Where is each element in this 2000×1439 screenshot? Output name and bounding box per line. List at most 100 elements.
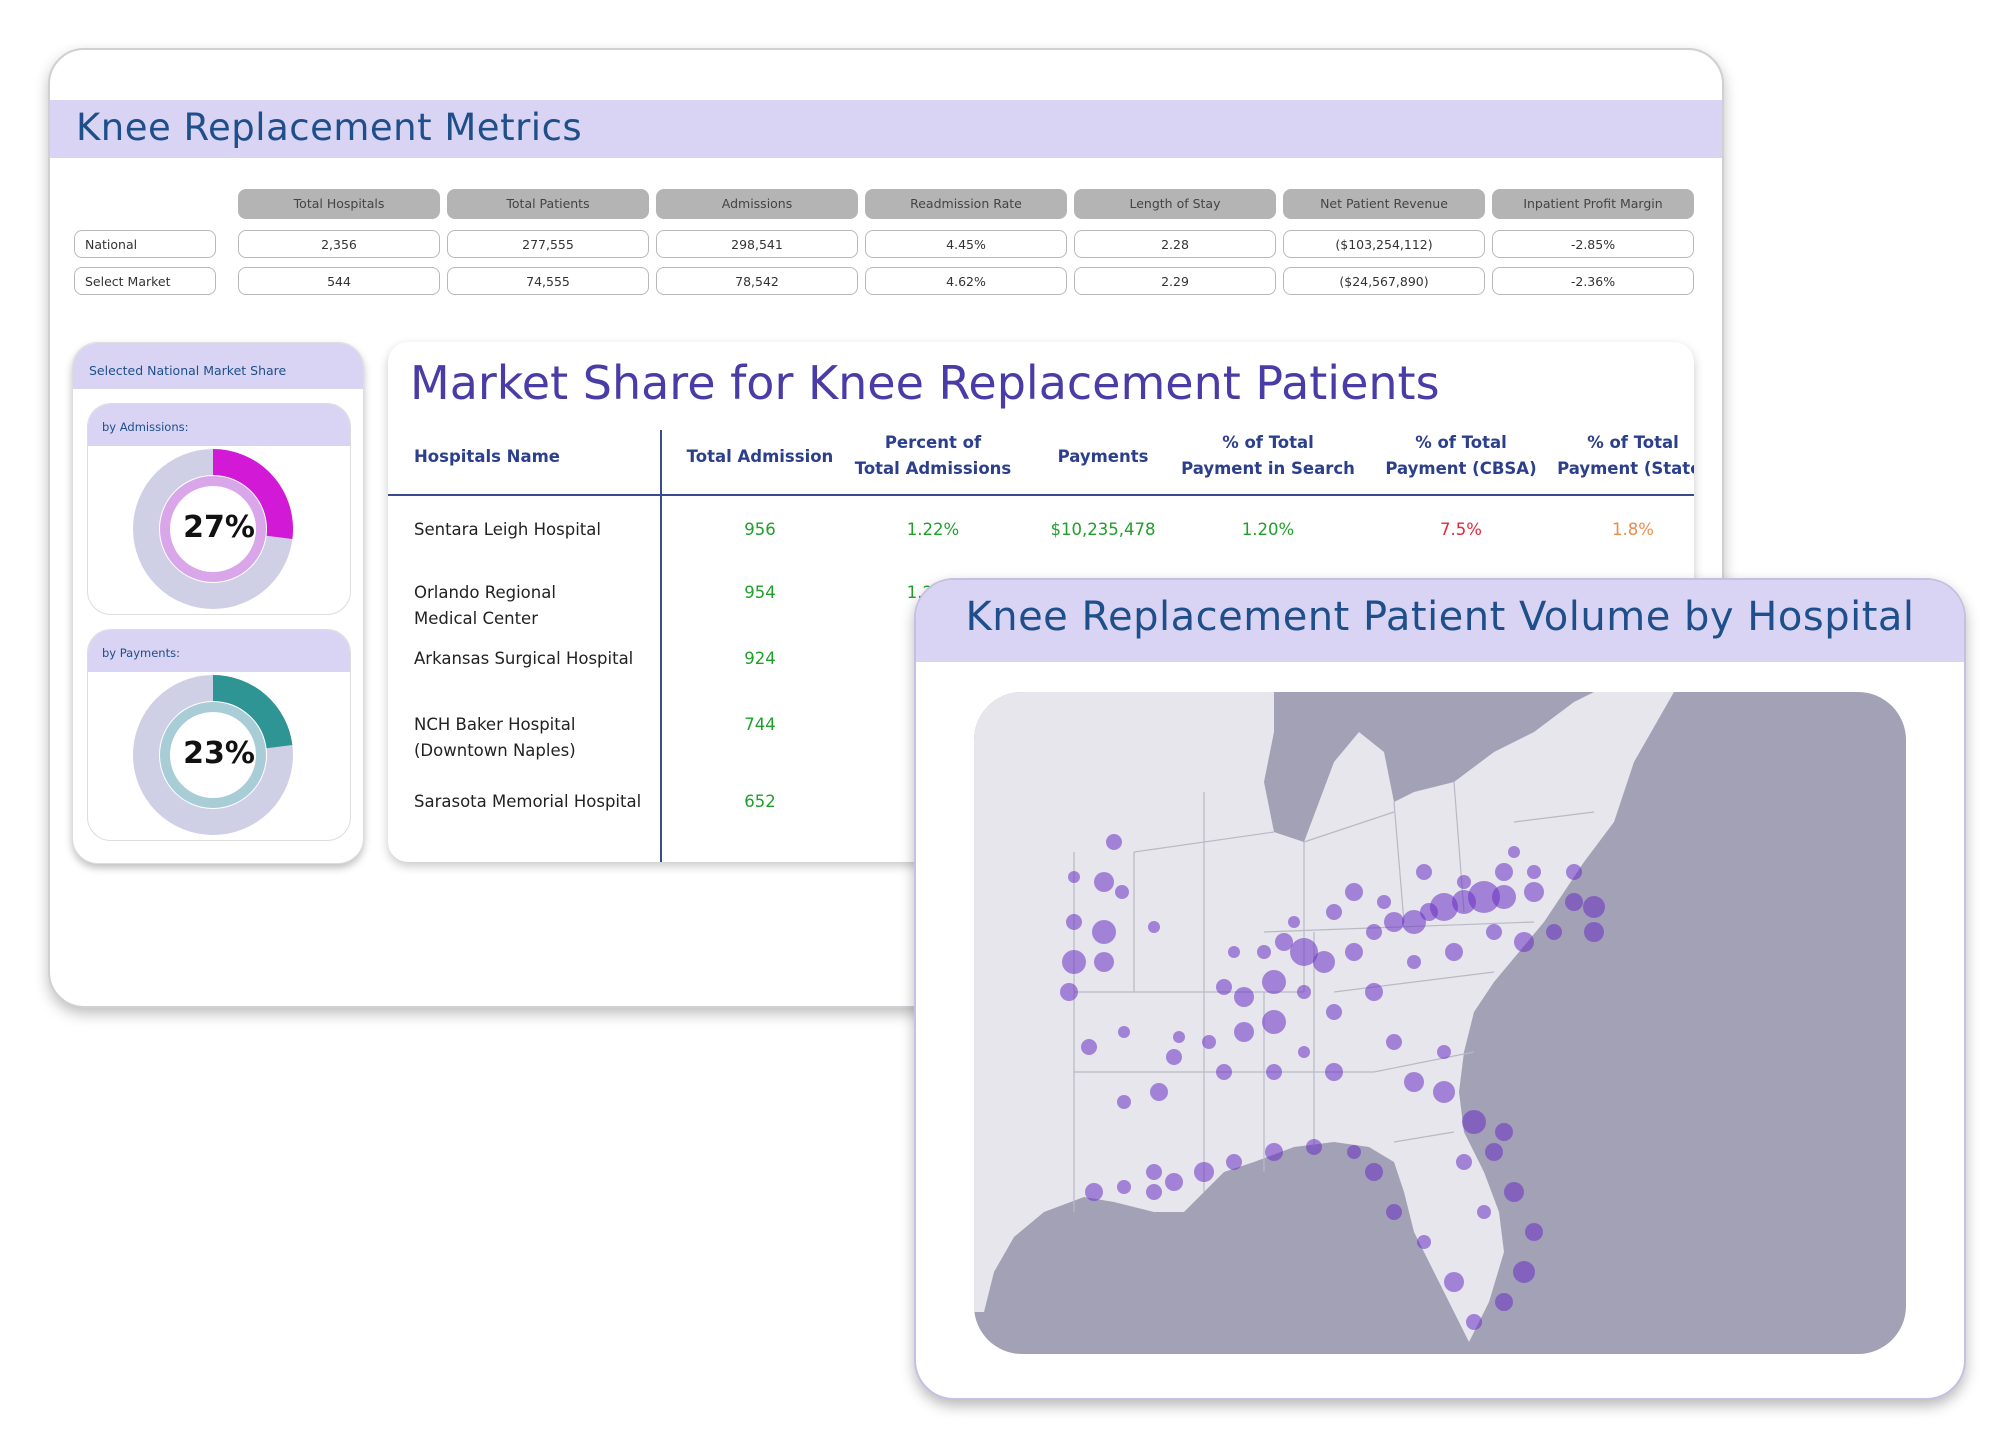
metric-header-inpatient-profit-margin: Inpatient Profit Margin [1492, 189, 1694, 219]
hospital-bubble[interactable] [1386, 1034, 1402, 1050]
hospital-bubble[interactable] [1456, 1154, 1472, 1170]
hospital-bubble[interactable] [1297, 985, 1311, 999]
hospital-bubble[interactable] [1234, 987, 1254, 1007]
hospital-bubble[interactable] [1433, 1081, 1455, 1103]
hospital-bubble[interactable] [1313, 951, 1335, 973]
hospital-bubble[interactable] [1173, 1031, 1185, 1043]
hospital-bubble[interactable] [1165, 1173, 1183, 1191]
hospital-bubble[interactable] [1085, 1183, 1103, 1201]
hospital-bubble[interactable] [1166, 1049, 1182, 1065]
column-header-pct-payment-search[interactable]: % of Total Payment in Search [1168, 430, 1368, 482]
hospital-bubble[interactable] [1117, 1095, 1131, 1109]
hospital-bubble[interactable] [1565, 893, 1583, 911]
hospital-bubble[interactable] [1202, 1035, 1216, 1049]
hospital-bubble[interactable] [1430, 893, 1458, 921]
hospital-bubble[interactable] [1527, 865, 1541, 879]
hospital-bubble[interactable] [1524, 882, 1544, 902]
hospital-bubble[interactable] [1525, 1223, 1543, 1241]
hospital-bubble[interactable] [1504, 1182, 1524, 1202]
hospital-bubble[interactable] [1445, 943, 1463, 961]
column-header-pct-payment-state[interactable]: % of Total Payment (State) [1538, 430, 1694, 482]
hospital-bubble[interactable] [1365, 983, 1383, 1001]
hospital-bubble[interactable] [1148, 921, 1160, 933]
column-header-hospital-name[interactable]: Hospitals Name [414, 444, 654, 470]
hospital-bubble[interactable] [1262, 970, 1286, 994]
hospital-bubble[interactable] [1466, 1314, 1482, 1330]
hospital-bubble[interactable] [1066, 914, 1082, 930]
hospital-bubble[interactable] [1345, 943, 1363, 961]
hospital-bubble[interactable] [1495, 1293, 1513, 1311]
hospital-bubble[interactable] [1345, 883, 1363, 901]
hospital-bubble[interactable] [1486, 924, 1502, 940]
hospital-bubble[interactable] [1062, 950, 1086, 974]
hospital-bubble[interactable] [1365, 1163, 1383, 1181]
hospital-bubble[interactable] [1462, 1110, 1486, 1134]
hospital-bubble[interactable] [1265, 1143, 1283, 1161]
hospital-bubble[interactable] [1275, 933, 1293, 951]
hospital-bubble[interactable] [1513, 1261, 1535, 1283]
hospital-bubble[interactable] [1326, 904, 1342, 920]
hospital-bubble[interactable] [1092, 920, 1116, 944]
hospital-bubble[interactable] [1146, 1184, 1162, 1200]
column-header-payments[interactable]: Payments [1013, 444, 1193, 470]
hospital-bubble[interactable] [1325, 1063, 1343, 1081]
hospital-bubble[interactable] [1495, 863, 1513, 881]
hospital-bubble[interactable] [1386, 1204, 1402, 1220]
hospital-bubble[interactable] [1347, 1145, 1361, 1159]
hospital-bubble[interactable] [1566, 864, 1582, 880]
hospital-bubble[interactable] [1477, 1205, 1491, 1219]
metric-cell: 2,356 [238, 230, 440, 258]
hospital-bubble[interactable] [1485, 1143, 1503, 1161]
hospital-bubble[interactable] [1417, 1235, 1431, 1249]
hospital-bubble[interactable] [1457, 875, 1471, 889]
hospital-name-line: (Downtown Naples) [414, 741, 576, 760]
hospital-bubble[interactable] [1437, 1045, 1451, 1059]
hospital-bubble[interactable] [1546, 924, 1562, 940]
hospital-bubble[interactable] [1306, 1139, 1322, 1155]
column-header-percent-total-admissions[interactable]: Percent of Total Admissions [843, 430, 1023, 482]
hospital-bubble[interactable] [1377, 895, 1391, 909]
hospital-bubble[interactable] [1514, 932, 1534, 952]
hospital-bubble[interactable] [1228, 946, 1240, 958]
column-header-pct-payment-cbsa[interactable]: % of Total Payment (CBSA) [1366, 430, 1556, 482]
hospital-bubble[interactable] [1583, 896, 1605, 918]
hospital-bubble[interactable] [1407, 955, 1421, 969]
hospital-bubble[interactable] [1146, 1164, 1162, 1180]
hospital-bubble[interactable] [1257, 945, 1271, 959]
hospital-bubble[interactable] [1326, 1004, 1342, 1020]
metric-cell: 277,555 [447, 230, 649, 258]
hospital-bubble[interactable] [1115, 885, 1129, 899]
hospital-bubble[interactable] [1468, 881, 1500, 913]
hospital-bubble[interactable] [1117, 1180, 1131, 1194]
hospital-bubble[interactable] [1290, 938, 1318, 966]
hospital-bubble[interactable] [1444, 1272, 1464, 1292]
hospital-bubble[interactable] [1262, 1010, 1286, 1034]
hospital-bubble[interactable] [1298, 1046, 1310, 1058]
hospital-bubble[interactable] [1081, 1039, 1097, 1055]
hospital-bubble[interactable] [1234, 1022, 1254, 1042]
hospital-bubble[interactable] [1150, 1083, 1168, 1101]
column-header-total-admission[interactable]: Total Admission [670, 444, 850, 470]
hospital-bubble[interactable] [1094, 952, 1114, 972]
hospital-bubble[interactable] [1194, 1162, 1214, 1182]
hospital-bubble[interactable] [1384, 912, 1404, 932]
hospital-bubble[interactable] [1508, 846, 1520, 858]
hospital-bubble[interactable] [1118, 1026, 1130, 1038]
hospital-bubble[interactable] [1226, 1154, 1242, 1170]
hospital-bubble[interactable] [1266, 1064, 1282, 1080]
hospital-bubble[interactable] [1288, 916, 1300, 928]
hospital-volume-map[interactable] [974, 692, 1906, 1354]
hospital-bubble[interactable] [1402, 910, 1426, 934]
hospital-bubble[interactable] [1495, 1123, 1513, 1141]
hospital-bubble[interactable] [1216, 1064, 1232, 1080]
hospital-bubble[interactable] [1492, 885, 1516, 909]
hospital-bubble[interactable] [1216, 979, 1232, 995]
hospital-bubble[interactable] [1106, 834, 1122, 850]
hospital-bubble[interactable] [1068, 871, 1080, 883]
hospital-bubble[interactable] [1060, 983, 1078, 1001]
hospital-bubble[interactable] [1094, 872, 1114, 892]
hospital-bubble[interactable] [1366, 924, 1382, 940]
hospital-bubble[interactable] [1404, 1072, 1424, 1092]
hospital-bubble[interactable] [1416, 864, 1432, 880]
hospital-bubble[interactable] [1584, 922, 1604, 942]
